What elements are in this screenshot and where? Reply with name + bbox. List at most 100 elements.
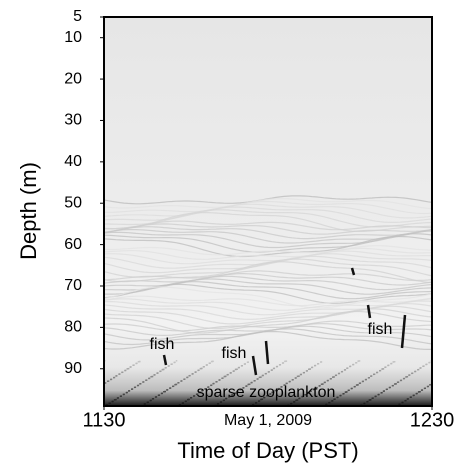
speckle — [108, 402, 110, 405]
speckle — [239, 389, 241, 391]
speckle — [320, 383, 323, 385]
speckle — [310, 390, 312, 392]
speckle — [398, 403, 400, 406]
speckle — [172, 385, 174, 388]
speckle — [294, 377, 297, 379]
echo-layer — [104, 223, 432, 235]
speckle — [332, 376, 334, 378]
speckle — [260, 398, 262, 401]
speckle — [113, 376, 115, 379]
y-tick-label: 40 — [64, 153, 82, 170]
speckle — [135, 362, 137, 365]
speckle — [402, 377, 405, 380]
speckle — [256, 378, 258, 380]
echo-layer — [104, 206, 432, 223]
speckle — [131, 388, 133, 390]
speckle — [263, 396, 265, 399]
speckle — [205, 364, 208, 366]
speckle — [391, 385, 394, 387]
echo-layer — [104, 295, 432, 307]
speckle — [198, 391, 200, 394]
speckle — [312, 388, 314, 391]
speckle — [246, 361, 249, 363]
speckle — [317, 363, 319, 365]
speckle — [426, 385, 429, 388]
speckle — [223, 375, 226, 378]
speckle — [344, 391, 347, 393]
speckle — [298, 375, 300, 377]
speckle — [390, 362, 392, 365]
speckle — [232, 370, 235, 372]
speckle — [311, 366, 313, 369]
subtitle: May 1, 2009 — [224, 412, 312, 429]
speckle — [197, 369, 199, 372]
speckle — [296, 399, 298, 401]
speckle — [245, 385, 247, 387]
speckle — [167, 365, 170, 367]
speckle — [121, 371, 123, 374]
speckle — [384, 366, 386, 368]
speckle — [315, 387, 317, 389]
speckle — [388, 386, 391, 389]
speckle — [184, 400, 187, 403]
speckle — [419, 367, 421, 369]
speckle — [343, 369, 346, 371]
echo-layer — [104, 310, 432, 334]
speckle — [132, 364, 134, 366]
speckle — [428, 361, 430, 364]
speckle — [271, 391, 273, 394]
speckle — [381, 368, 383, 370]
echo-layer — [104, 273, 432, 286]
speckle — [411, 372, 413, 375]
speckle — [417, 369, 419, 371]
speckle — [178, 404, 181, 406]
speckle — [107, 380, 109, 382]
speckle — [204, 388, 206, 390]
speckle — [236, 368, 238, 370]
speckle — [216, 403, 219, 405]
y-tick-label: 60 — [64, 236, 82, 253]
speckle — [164, 367, 167, 369]
speckle — [126, 368, 128, 370]
speckle — [420, 389, 423, 391]
echo-layer — [104, 255, 432, 274]
speckle — [371, 397, 373, 399]
speckle — [113, 399, 116, 401]
speckle — [174, 383, 176, 386]
speckle — [171, 363, 173, 365]
speckle — [353, 386, 356, 388]
speckle — [154, 396, 157, 398]
speckle — [295, 399, 297, 401]
speckle — [142, 381, 144, 383]
speckle — [234, 368, 237, 371]
speckle — [305, 370, 308, 372]
speckle — [115, 375, 117, 377]
speckle — [240, 365, 243, 367]
speckle — [346, 367, 348, 369]
echo-layer — [104, 328, 432, 346]
y-tick-label: 20 — [64, 70, 82, 87]
speckle — [247, 383, 249, 386]
speckle — [320, 361, 322, 363]
speckle — [318, 385, 320, 387]
speckle — [136, 384, 139, 387]
y-tick-label: 10 — [64, 29, 82, 46]
speckle — [264, 373, 267, 375]
speckle — [173, 361, 175, 364]
speckle — [376, 371, 378, 374]
speckle — [157, 394, 160, 396]
speckle — [225, 397, 227, 400]
speckle — [277, 388, 279, 390]
speckle — [116, 397, 119, 399]
fish-trace — [264, 340, 270, 365]
speckle — [429, 384, 431, 386]
speckle — [366, 401, 368, 403]
echo-layer — [104, 250, 432, 265]
speckle — [260, 376, 262, 378]
speckle — [423, 365, 425, 367]
speckle — [111, 400, 113, 403]
annotation: fish — [150, 336, 175, 353]
y-tick-label: 90 — [64, 360, 82, 377]
speckle — [110, 378, 112, 381]
y-tick-label: 80 — [64, 319, 82, 336]
